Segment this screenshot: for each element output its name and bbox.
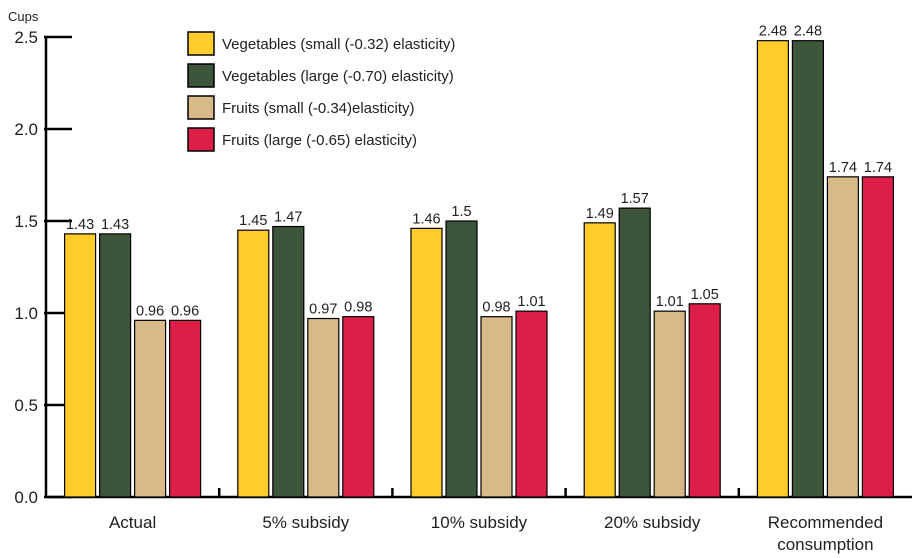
bar [653,310,686,498]
bar [410,227,443,498]
y-tick-label: 2.0 [14,120,38,139]
bar-value-label: 1.74 [829,160,857,176]
y-unit-label: Cups [8,9,39,24]
bar [583,222,616,498]
bar [826,176,860,498]
x-category-label: 20% subsidy [604,513,701,532]
legend-label: Fruits (large (-0.65) elasticity) [222,132,417,149]
x-axis: Actual 5% subsidy 10% subsidy 20% subsidy Re… [46,488,912,554]
bar [272,225,305,498]
x-category-label: consumption [777,535,873,554]
bar-value-label: 2.48 [759,24,787,40]
bar-value-label: 1.01 [656,294,684,310]
x-category-label: 5% subsidy [262,513,349,532]
bar-value-label: 1.05 [691,287,719,303]
bar-value-label: 0.98 [344,300,372,316]
bar-value-label: 0.98 [482,300,510,316]
bar-value-label: 1.43 [101,217,129,233]
bar [98,233,132,498]
bar [791,40,825,498]
y-tick-label: 0.5 [14,396,38,415]
bar [480,316,513,498]
bar [134,319,167,498]
bar [307,317,340,498]
bar-value-label: 0.96 [136,303,164,319]
y-tick-label: 1.5 [14,212,38,231]
x-category-label: Recommended [768,513,883,532]
bar [237,229,270,498]
bar [618,207,651,498]
bar-value-label: 1.5 [451,204,471,220]
x-category-label: Actual [109,513,156,532]
y-axis: 0.0 0.5 1.0 1.5 2.0 2.5 [14,28,72,507]
legend-swatch [187,127,215,152]
bar [861,176,895,498]
bar-value-label: 1.43 [66,217,94,233]
bar-value-label: 1.74 [864,160,892,176]
legend-label: Vegetables (small (-0.32) elasticity) [222,36,455,53]
bar [169,319,202,498]
bar [63,233,97,498]
bar-value-label: 0.97 [309,302,337,318]
legend: Vegetables (small (-0.32) elasticity) Veg… [187,31,455,152]
y-tick-label: 1.0 [14,304,38,323]
bar-series: 1.43 1.43 0.96 0.96 1.45 1.47 0.97 0.98 1.46 1.5 0… [63,24,895,498]
legend-swatch [187,63,215,88]
bar [756,40,790,498]
bar [445,220,478,498]
y-tick-label: 0.0 [14,488,38,507]
legend-swatch [187,95,215,120]
legend-label: Vegetables (large (-0.70) elasticity) [222,68,454,85]
bar-value-label: 1.45 [239,213,267,229]
legend-label: Fruits (small (-0.34)elasticity) [222,100,415,117]
bar [342,316,375,498]
bar-value-label: 1.47 [274,210,302,226]
bar [688,303,721,498]
bar-value-label: 1.01 [517,294,545,310]
bar-value-label: 1.46 [412,211,440,227]
bar-value-label: 1.49 [586,206,614,222]
x-category-label: 10% subsidy [431,513,528,532]
bar-value-label: 1.57 [621,191,649,207]
legend-swatch [187,31,215,56]
bar-value-label: 2.48 [794,24,822,40]
bar-value-label: 0.96 [171,303,199,319]
bar [515,310,548,498]
y-tick-label: 2.5 [14,28,38,47]
